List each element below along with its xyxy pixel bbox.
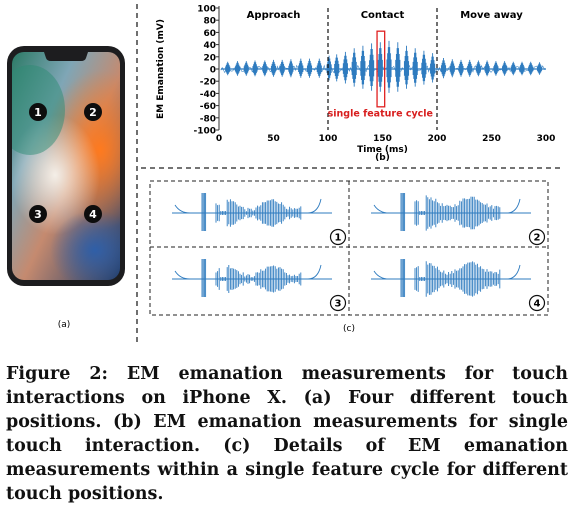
touch-marker-4: 4 — [84, 205, 102, 223]
touch-marker-3: 3 — [29, 205, 47, 223]
signal-spike — [467, 59, 473, 77]
y-tick-label: -20 — [200, 78, 216, 88]
figure: 1 2 3 4 (a) 100806040200-20-40-60-80-100… — [7, 4, 563, 342]
signal-spike — [536, 62, 543, 75]
y-tick-label: -60 — [200, 102, 216, 112]
cycle-position-label: 2 — [534, 233, 541, 244]
signal-spike — [279, 59, 285, 77]
signal-spike — [262, 60, 268, 77]
cycle-position-label: 4 — [534, 299, 541, 310]
phase-label: Move away — [460, 10, 523, 21]
cycle-waveform — [373, 259, 521, 297]
signal-spike — [449, 59, 455, 78]
signal-spike — [510, 61, 516, 76]
signal-spike — [342, 51, 348, 84]
y-tick-label: 20 — [203, 53, 216, 63]
signal-spike — [326, 55, 332, 81]
signal-spike — [519, 61, 525, 76]
signal-spike — [484, 60, 490, 77]
phase-label: Contact — [361, 10, 405, 21]
signal-spike — [252, 60, 258, 77]
cycle-waveform — [373, 193, 521, 231]
y-tick-label: 60 — [203, 29, 216, 39]
svg-text:3: 3 — [34, 208, 42, 221]
phase-label: Approach — [247, 10, 301, 21]
y-tick-label: -80 — [200, 114, 216, 124]
touch-marker-1: 1 — [29, 103, 47, 121]
feature-cycle-2: 2 — [371, 193, 546, 246]
signal-spike — [306, 58, 313, 78]
panel-b-label: (b) — [375, 153, 390, 163]
signal-spike — [458, 59, 464, 77]
cycle-position-marker — [329, 228, 347, 246]
signal-spike — [369, 43, 375, 91]
feature-cycle-1: 1 — [172, 193, 347, 246]
x-tick-label: 0 — [216, 134, 222, 144]
panel-c: 1 2 3 4 (c) — [149, 180, 549, 334]
signal-spike — [430, 53, 436, 83]
x-tick-label: 150 — [373, 134, 392, 144]
x-tick-label: 200 — [428, 134, 447, 144]
touch-marker-2: 2 — [84, 103, 102, 121]
signal-spike — [412, 48, 418, 87]
y-tick-label: 80 — [203, 17, 216, 27]
panel-a-label: (a) — [58, 320, 71, 330]
x-axis-label: Time (ms) — [357, 145, 408, 155]
panel-c-label: (c) — [343, 324, 355, 334]
y-tick-label: 0 — [210, 66, 216, 76]
cycle-waveform — [174, 259, 322, 297]
cycle-waveform — [174, 193, 322, 231]
signal-spike — [403, 45, 410, 89]
signal-spike — [243, 61, 249, 76]
signal-spike — [334, 54, 340, 82]
cycle-position-marker — [528, 294, 546, 312]
panel-a: 1 2 3 4 (a) — [7, 46, 125, 330]
x-tick-label: 250 — [482, 134, 501, 144]
feature-cycle-label: single feature cycle — [328, 109, 433, 120]
signal-spike — [502, 61, 508, 76]
feature-cycle-4: 4 — [371, 259, 546, 312]
signal-spike — [528, 61, 534, 76]
signal-spike — [288, 59, 294, 78]
signal-spike — [377, 42, 383, 92]
svg-text:2: 2 — [89, 106, 97, 119]
signal-spike — [440, 58, 447, 79]
y-tick-label: 100 — [197, 5, 216, 15]
cycle-position-label: 1 — [335, 233, 342, 244]
phone-screen — [12, 52, 120, 280]
signal-spike — [298, 58, 304, 78]
y-tick-label: 40 — [203, 41, 216, 51]
signal-spike — [360, 45, 366, 89]
signal-spike — [270, 59, 277, 77]
x-tick-label: 50 — [267, 134, 280, 144]
signal-spike — [421, 50, 427, 85]
signal-spike — [386, 40, 392, 93]
signal-spike — [316, 58, 322, 78]
figure-caption: Figure 2: EM emanation measurements for … — [6, 364, 568, 504]
x-tick-label: 100 — [319, 134, 338, 144]
signal-spike — [493, 61, 499, 76]
y-tick-label: -40 — [200, 90, 216, 100]
y-axis-label: EM Emanation (mV) — [156, 19, 166, 119]
signal-spike — [225, 61, 231, 76]
y-tick-label: -100 — [193, 127, 216, 137]
signal-spike — [351, 48, 357, 87]
feature-cycle-highlight — [376, 30, 386, 108]
svg-text:4: 4 — [89, 208, 97, 221]
signal-spike — [234, 61, 241, 76]
x-tick-label: 300 — [537, 134, 556, 144]
signal-spike — [395, 42, 401, 92]
cycle-position-marker — [329, 294, 347, 312]
feature-cycle-3: 3 — [172, 259, 347, 312]
phone-notch — [44, 52, 88, 61]
cycle-position-label: 3 — [335, 299, 342, 310]
cycle-position-marker — [528, 228, 546, 246]
svg-text:1: 1 — [34, 106, 42, 119]
signal-spike — [475, 60, 481, 77]
